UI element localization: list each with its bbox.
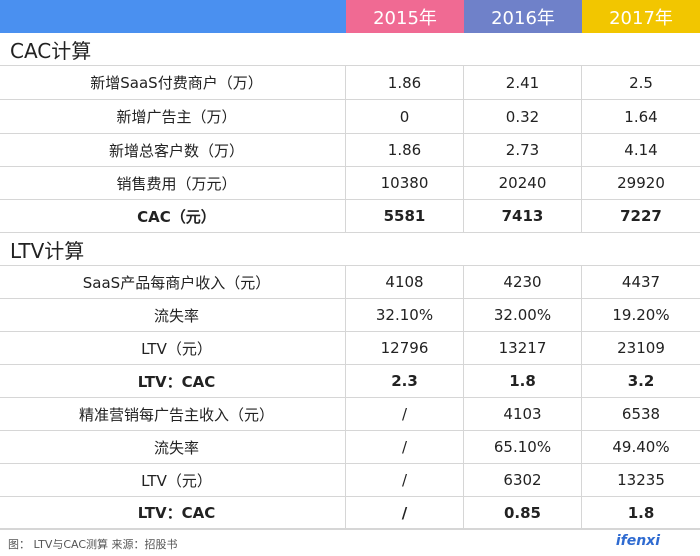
section-cac: CAC计算 [0,33,700,66]
header-year-2017: 2017年 [582,0,700,33]
row-label: LTV：CAC [0,365,346,398]
table-row: LTV（元） 12796 13217 23109 [0,332,700,365]
table-row: LTV：CAC 2.3 1.8 3.2 [0,365,700,398]
cell-2016: 20240 [464,167,582,200]
table-row: 销售费用（万元） 10380 20240 29920 [0,167,700,200]
cell-2016: 2.41 [464,66,582,100]
row-label: LTV（元） [0,464,346,497]
row-label: LTV（元） [0,332,346,365]
cell-2015: / [346,464,464,497]
cell-2016: 65.10% [464,431,582,464]
footer: 图： LTV与CAC测算 来源：招股书 ifenxi [0,529,700,556]
cell-2017: 2.5 [582,66,700,100]
cell-2015: / [346,497,464,529]
cell-2015: 0 [346,100,464,134]
cell-2015: 12796 [346,332,464,365]
table-row: 新增SaaS付费商户（万） 1.86 2.41 2.5 [0,66,700,100]
table-row: 流失率 / 65.10% 49.40% [0,431,700,464]
cell-2017: 23109 [582,332,700,365]
cell-2017: 4.14 [582,134,700,167]
table-row: 新增总客户数（万） 1.86 2.73 4.14 [0,134,700,167]
cell-2017: 1.8 [582,497,700,529]
cell-2015: 2.3 [346,365,464,398]
section-ltv: LTV计算 [0,233,700,266]
cell-2015: 5581 [346,200,464,233]
cell-2017: 4437 [582,266,700,299]
cell-2016: 2.73 [464,134,582,167]
cell-2016: 4230 [464,266,582,299]
row-label: 销售费用（万元） [0,167,346,200]
cell-2016: 6302 [464,464,582,497]
table-row: 精准营销每广告主收入（元） / 4103 6538 [0,398,700,431]
cell-2015: 1.86 [346,66,464,100]
row-label: SaaS产品每商户收入（元） [0,266,346,299]
ifenxi-logo: ifenxi [615,533,660,549]
row-label: 精准营销每广告主收入（元） [0,398,346,431]
cell-2015: 1.86 [346,134,464,167]
row-label: 流失率 [0,299,346,332]
section-title: LTV计算 [0,233,700,266]
header-year-2016: 2016年 [464,0,582,33]
cell-2017: 3.2 [582,365,700,398]
header-blank [0,0,346,33]
cell-2017: 49.40% [582,431,700,464]
cell-2017: 19.20% [582,299,700,332]
footer-caption: 图： LTV与CAC测算 来源：招股书 [8,538,178,551]
cell-2015: / [346,398,464,431]
cell-2016: 7413 [464,200,582,233]
header-year-2015: 2015年 [346,0,464,33]
cell-2017: 7227 [582,200,700,233]
table-row: SaaS产品每商户收入（元） 4108 4230 4437 [0,266,700,299]
row-label: 新增总客户数（万） [0,134,346,167]
cell-2016: 0.32 [464,100,582,134]
cell-2016: 1.8 [464,365,582,398]
table-header: 2015年 2016年 2017年 [0,0,700,33]
cell-2017: 1.64 [582,100,700,134]
section-title: CAC计算 [0,33,700,66]
cell-2016: 0.85 [464,497,582,529]
table-row: 流失率 32.10% 32.00% 19.20% [0,299,700,332]
cell-2017: 13235 [582,464,700,497]
cell-2016: 4103 [464,398,582,431]
row-label: 新增广告主（万） [0,100,346,134]
cell-2015: / [346,431,464,464]
table-row: LTV（元） / 6302 13235 [0,464,700,497]
cell-2017: 6538 [582,398,700,431]
cell-2015: 10380 [346,167,464,200]
cell-2015: 4108 [346,266,464,299]
row-label: 流失率 [0,431,346,464]
cell-2015: 32.10% [346,299,464,332]
table-row: 新增广告主（万） 0 0.32 1.64 [0,100,700,134]
row-label: LTV：CAC [0,497,346,529]
cell-2016: 13217 [464,332,582,365]
cell-2017: 29920 [582,167,700,200]
cell-2016: 32.00% [464,299,582,332]
row-label: CAC（元） [0,200,346,233]
table-row: CAC（元） 5581 7413 7227 [0,200,700,233]
row-label: 新增SaaS付费商户（万） [0,66,346,100]
table-row: LTV：CAC / 0.85 1.8 [0,497,700,529]
